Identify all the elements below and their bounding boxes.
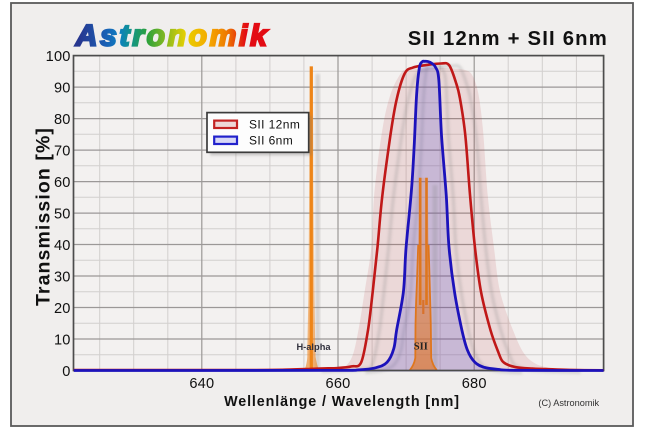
- svg-text:660: 660: [326, 376, 351, 392]
- svg-text:50: 50: [54, 207, 71, 223]
- svg-text:70: 70: [54, 144, 71, 160]
- svg-text:20: 20: [54, 301, 71, 317]
- svg-text:H-alpha: H-alpha: [296, 342, 331, 352]
- svg-text:Transmission [%]: Transmission [%]: [33, 127, 55, 306]
- svg-text:SII 12nm + SII 6nm: SII 12nm + SII 6nm: [408, 28, 608, 50]
- svg-text:100: 100: [46, 49, 71, 65]
- svg-text:680: 680: [462, 376, 487, 392]
- svg-text:30: 30: [54, 270, 71, 286]
- svg-text:10: 10: [54, 333, 71, 349]
- svg-text:90: 90: [54, 81, 71, 97]
- svg-text:SII: SII: [414, 342, 428, 353]
- svg-text:0: 0: [62, 364, 70, 380]
- svg-text:640: 640: [189, 376, 214, 392]
- svg-text:Astronomik: Astronomik: [75, 20, 270, 53]
- svg-text:SII 12nm: SII 12nm: [249, 118, 300, 132]
- svg-text:80: 80: [54, 112, 71, 128]
- svg-text:SII 6nm: SII 6nm: [249, 134, 293, 148]
- svg-text:Wellenlänge / Wavelength [nm]: Wellenlänge / Wavelength [nm]: [224, 394, 460, 410]
- svg-text:60: 60: [54, 175, 71, 191]
- svg-text:(C) Astronomik: (C) Astronomik: [538, 398, 599, 408]
- svg-text:40: 40: [54, 238, 71, 254]
